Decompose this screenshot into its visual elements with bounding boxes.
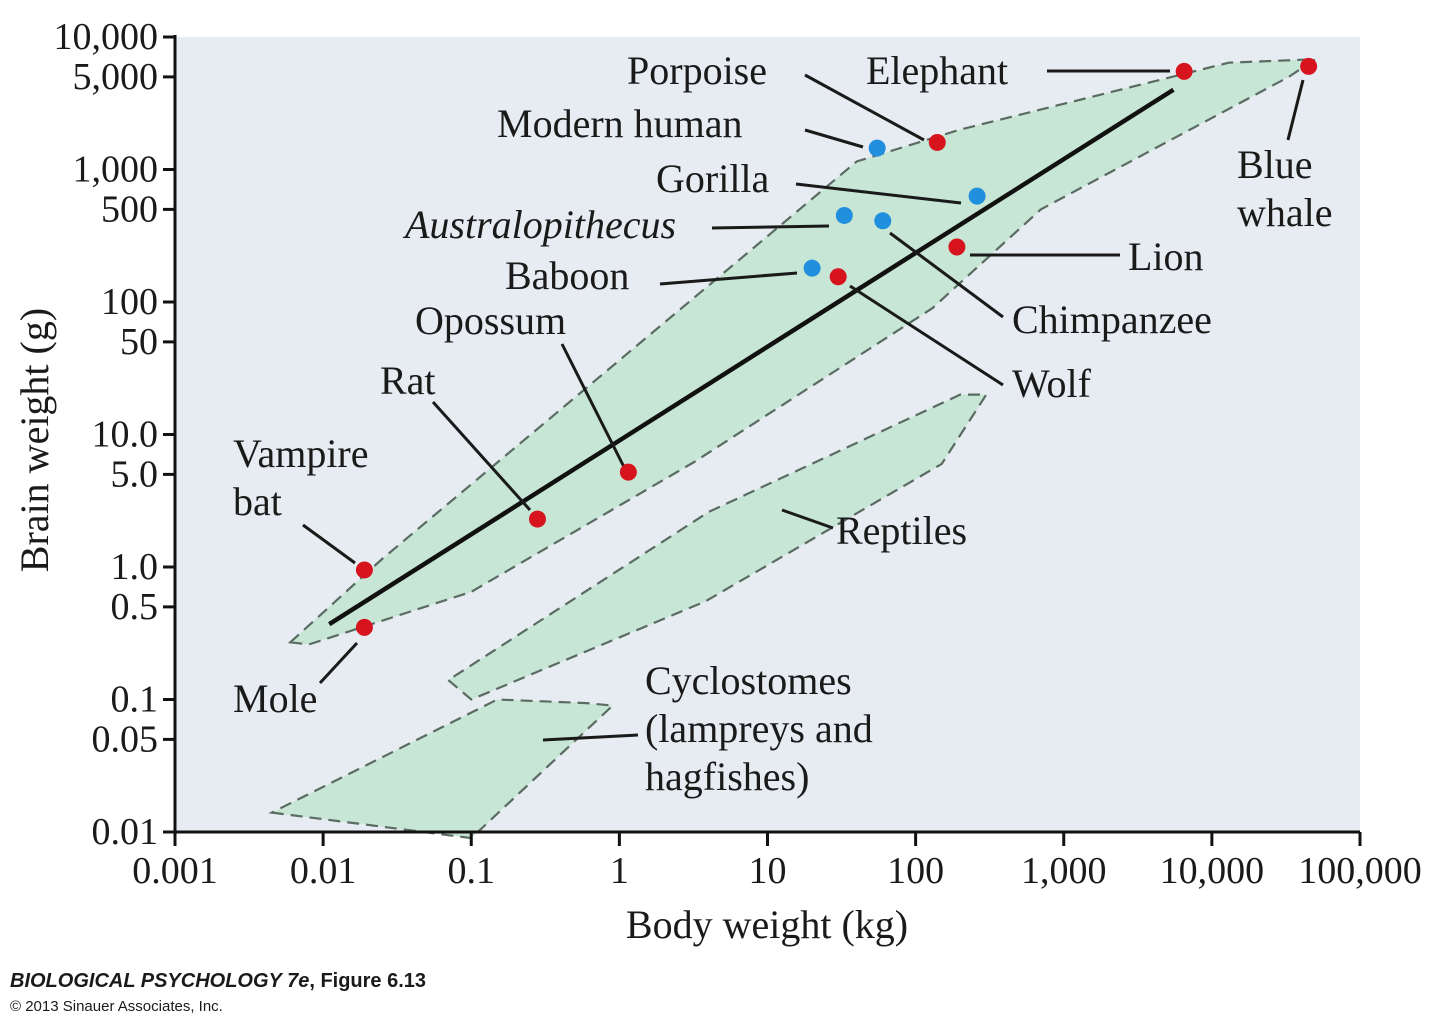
copyright-notice: © 2013 Sinauer Associates, Inc. [10,998,223,1015]
leader-porpoise [804,73,925,142]
leader-opossum [560,343,626,468]
y-tick-label: 0.01 [92,811,159,853]
y-tick-label: 500 [101,188,158,230]
y-tick-label: 10,000 [54,16,159,58]
x-tick-label: 0.1 [448,850,496,892]
y-tick-label: 0.05 [92,718,159,760]
leader-chimpanzee [889,231,1004,319]
y-tick-label: 5.0 [111,453,159,495]
data-points [355,57,1318,636]
label-wolf: Wolf [1012,361,1092,406]
y-tick-label: 5,000 [73,56,159,98]
label-modern-human: Modern human [497,101,743,146]
point-opossum [619,463,637,481]
y-tick-label: 100 [101,281,158,323]
group-regions [268,57,1320,840]
point-mole [355,618,373,636]
x-ticks: 0.001 0.01 0.1 1 10 100 1,000 10,000 100,000 [132,832,1422,892]
point-chimpanzee [874,212,892,230]
label-gorilla: Gorilla [656,156,770,201]
point-elephant [1175,62,1193,80]
leader-lines [302,69,1305,742]
point-porpoise [928,133,946,151]
label-blue-whale-line1: Blue [1237,142,1313,187]
leader-modern-human [804,128,864,149]
book-title: BIOLOGICAL PSYCHOLOGY 7e [10,970,310,992]
label-opossum: Opossum [415,298,566,343]
point-blue-whale [1300,57,1318,75]
x-tick-label: 0.01 [290,850,357,892]
x-tick-label: 100,000 [1298,850,1422,892]
x-tick-label: 100 [887,850,944,892]
y-axis-label: Brain weight (g) [12,308,57,572]
y-tick-label: 0.1 [111,679,159,721]
x-tick-label: 10 [749,850,787,892]
trend-line [328,87,1175,627]
x-tick-label: 1,000 [1021,850,1107,892]
point-vampire-bat [355,561,373,579]
label-mole: Mole [233,676,317,721]
point-lion [948,238,966,256]
point-wolf [829,268,847,286]
point-rat [528,510,546,528]
label-lion: Lion [1128,234,1204,279]
leader-rat [431,400,532,512]
leader-gorilla [795,182,962,205]
label-australopithecus: Australopithecus [402,202,676,247]
x-tick-label: 1 [610,850,629,892]
label-elephant: Elephant [866,48,1008,93]
brain-body-weight-chart: 0.001 0.01 0.1 1 10 100 1,000 10,000 100,000 0.0… [12,16,1422,947]
label-reptiles: Reptiles [836,508,967,553]
annotations: Elephant Porpoise Modern human Gorilla A… [233,48,1333,799]
y-tick-label: 0.5 [111,586,159,628]
x-axis-label: Body weight (kg) [626,902,908,947]
figure-caption: BIOLOGICAL PSYCHOLOGY 7e, Figure 6.13 [10,970,426,993]
point-modern-human [868,139,886,157]
label-chimpanzee: Chimpanzee [1012,297,1212,342]
trend-line-group [328,87,1175,627]
y-tick-label: 50 [120,321,158,363]
leader-cyclostomes [542,733,639,742]
region-reptiles [446,393,989,701]
leader-vampire-bat [302,523,356,565]
label-rat: Rat [380,358,436,403]
leader-mole [318,641,359,685]
label-cyclostomes-line3: hagfishes) [645,754,809,799]
leader-australopithecus [711,224,830,230]
y-tick-label: 1,000 [73,149,159,191]
y-tick-label: 1.0 [111,546,159,588]
leader-reptiles [781,508,834,530]
point-baboon [803,259,821,277]
x-tick-label: 0.001 [132,850,218,892]
label-blue-whale-line2: whale [1237,190,1333,235]
label-porpoise: Porpoise [627,48,767,93]
region-mammals [287,57,1320,646]
figure-number: , Figure 6.13 [309,970,427,992]
point-gorilla [968,187,986,205]
label-cyclostomes-line1: Cyclostomes [645,658,852,703]
label-cyclostomes-line2: (lampreys and [645,706,873,751]
leader-wolf [849,284,1004,387]
leader-blue-whale [1286,79,1305,141]
y-tick-label: 10.0 [92,414,159,456]
plot-background [175,37,1360,832]
region-cyclostomes [268,698,616,840]
label-vampire-bat-line2: bat [233,479,282,524]
label-baboon: Baboon [505,253,629,298]
x-tick-label: 10,000 [1160,850,1265,892]
leader-baboon [659,271,798,286]
point-australopithecus [835,206,853,224]
label-vampire-bat-line1: Vampire [233,431,369,476]
